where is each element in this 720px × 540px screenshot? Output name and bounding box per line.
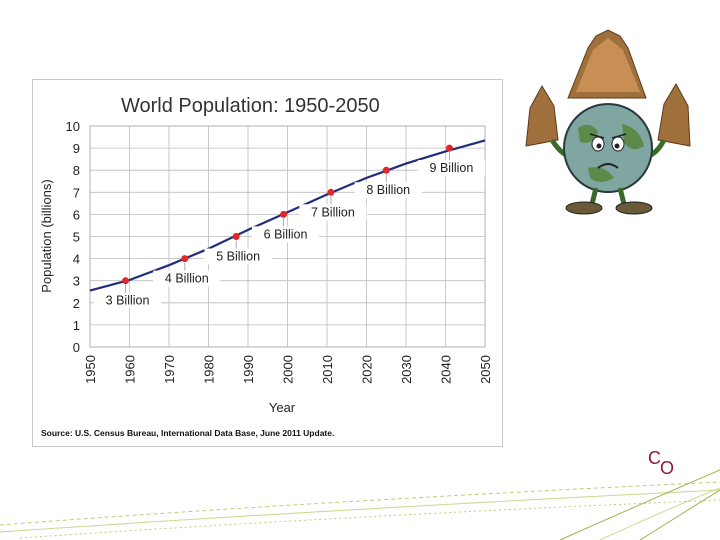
milestone-label-bg xyxy=(354,182,422,199)
milestone-marker xyxy=(445,144,453,152)
logo: C O xyxy=(646,444,682,485)
decorative-swoosh-lines xyxy=(0,469,720,540)
milestone-label: 5 Billion xyxy=(216,250,260,264)
worried-earth-cartoon-icon xyxy=(525,29,691,215)
co-logo-icon: C O xyxy=(648,448,674,478)
milestone-label-bg xyxy=(153,270,221,287)
x-tick-label: 2030 xyxy=(399,355,414,384)
y-tick-label: 7 xyxy=(73,185,80,200)
milestone-label: 6 Billion xyxy=(264,227,308,241)
logo-o: O xyxy=(660,458,674,478)
x-tick-label: 2050 xyxy=(478,355,493,384)
y-tick-label: 5 xyxy=(73,230,80,245)
milestone-marker xyxy=(232,233,240,240)
x-tick-label: 1960 xyxy=(123,355,138,384)
y-tick-label: 10 xyxy=(66,119,80,134)
milestone-label: 8 Billion xyxy=(366,183,410,197)
milestone-marker xyxy=(122,277,130,285)
milestone-marker xyxy=(327,188,335,196)
y-tick-label: 8 xyxy=(73,163,80,178)
x-tick-label: 1950 xyxy=(83,355,98,384)
y-tick-label: 3 xyxy=(73,274,80,289)
milestone-label-bg xyxy=(251,226,320,243)
milestone-marker xyxy=(382,166,390,174)
chart-title: World Population: 1950-2050 xyxy=(121,95,380,117)
y-tick-label: 9 xyxy=(73,141,80,156)
x-axis-label: Year xyxy=(269,400,296,415)
x-tick-label: 2000 xyxy=(281,355,296,384)
milestone-label: 7 Billion xyxy=(311,205,355,219)
y-axis-label: Population (billions) xyxy=(39,179,54,292)
y-tick-label: 0 xyxy=(73,340,80,355)
x-tick-label: 1970 xyxy=(162,355,177,384)
chart-panel: World Population: 1950-2050 0 1 2 3 4 5 6 7 8 9 10… xyxy=(32,79,503,447)
milestone-label-bg xyxy=(93,292,162,309)
x-tick-label: 2040 xyxy=(439,355,454,384)
x-tick-label: 2010 xyxy=(320,355,335,384)
milestone-label-bg xyxy=(204,248,272,265)
milestone-label: 9 Billion xyxy=(430,161,474,175)
milestone-label: 3 Billion xyxy=(106,294,150,308)
logo-c: C xyxy=(648,448,661,468)
milestone-marker xyxy=(280,210,288,218)
y-tick-label: 6 xyxy=(73,207,80,222)
y-tick-label: 2 xyxy=(73,296,80,311)
population-line xyxy=(89,139,486,292)
x-tick-label: 2020 xyxy=(360,355,375,384)
x-tick-label: 1980 xyxy=(202,355,217,384)
milestone-label-bg xyxy=(299,204,367,221)
milestone-label-bg xyxy=(417,160,486,177)
y-tick-label: 4 xyxy=(73,252,80,267)
milestone-marker xyxy=(181,255,189,263)
y-tick-label: 1 xyxy=(73,318,80,333)
population-chart: World Population: 1950-2050 0 1 2 3 4 5 6 7 8 9 10… xyxy=(39,95,493,438)
milestone-label: 4 Billion xyxy=(165,272,209,286)
source-note: Source: U.S. Census Bureau, Internationa… xyxy=(41,428,334,438)
x-tick-label: 1990 xyxy=(241,355,256,384)
